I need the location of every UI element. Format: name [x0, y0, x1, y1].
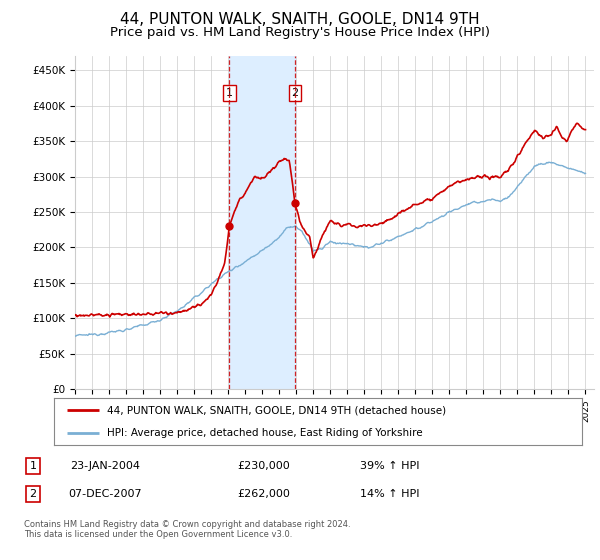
Text: 07-DEC-2007: 07-DEC-2007 [68, 489, 142, 499]
Text: 2: 2 [292, 88, 299, 98]
Text: 1: 1 [29, 461, 37, 471]
Text: £262,000: £262,000 [238, 489, 290, 499]
Text: Price paid vs. HM Land Registry's House Price Index (HPI): Price paid vs. HM Land Registry's House … [110, 26, 490, 39]
Text: Contains HM Land Registry data © Crown copyright and database right 2024.
This d: Contains HM Land Registry data © Crown c… [24, 520, 350, 539]
Text: £230,000: £230,000 [238, 461, 290, 471]
Text: 44, PUNTON WALK, SNAITH, GOOLE, DN14 9TH: 44, PUNTON WALK, SNAITH, GOOLE, DN14 9TH [120, 12, 480, 27]
Text: 44, PUNTON WALK, SNAITH, GOOLE, DN14 9TH (detached house): 44, PUNTON WALK, SNAITH, GOOLE, DN14 9TH… [107, 405, 446, 416]
Text: 39% ↑ HPI: 39% ↑ HPI [360, 461, 420, 471]
Text: HPI: Average price, detached house, East Riding of Yorkshire: HPI: Average price, detached house, East… [107, 428, 422, 438]
Bar [229, 56, 295, 389]
Text: 1: 1 [226, 88, 233, 98]
Text: 2: 2 [29, 489, 37, 499]
Text: 14% ↑ HPI: 14% ↑ HPI [360, 489, 420, 499]
Text: 23-JAN-2004: 23-JAN-2004 [70, 461, 140, 471]
